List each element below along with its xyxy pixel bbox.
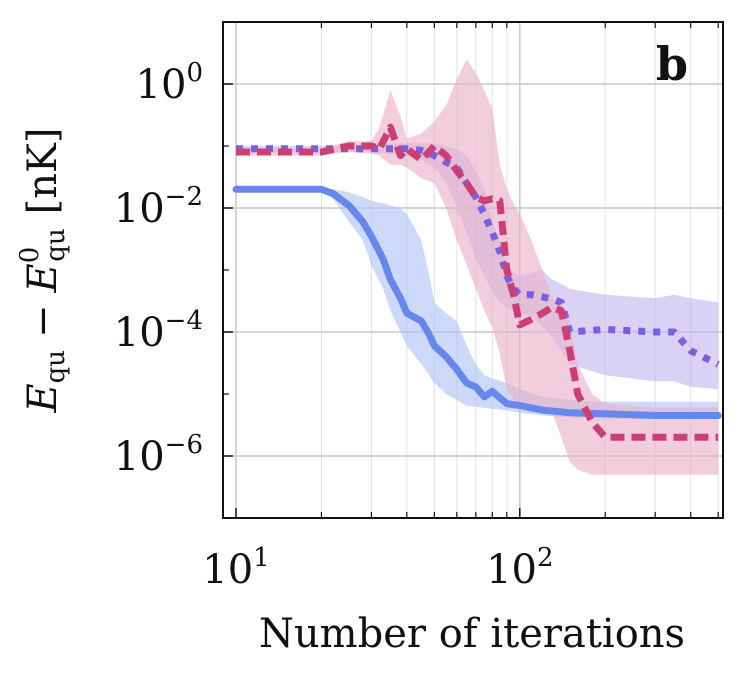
y-title-unit: [nK] bbox=[20, 127, 66, 214]
y-title-ref-sup: 0 bbox=[15, 247, 45, 264]
y-tick-exp: −4 bbox=[165, 306, 203, 336]
x-tick-base: 10 bbox=[202, 547, 253, 593]
series-lines bbox=[232, 123, 722, 441]
y-tick-label: 100 bbox=[136, 58, 203, 108]
y-title-ref: E bbox=[20, 263, 66, 293]
y-title-var: E bbox=[20, 383, 66, 413]
y-tick-base: 10 bbox=[136, 62, 187, 108]
y-tick-base: 10 bbox=[114, 310, 165, 356]
band-crimson-dashed bbox=[236, 59, 719, 475]
y-tick-label: 10−2 bbox=[114, 182, 203, 232]
series-line-blue-solid bbox=[232, 185, 722, 419]
y-title-ref-sub: qu bbox=[41, 228, 71, 261]
y-tick-base: 10 bbox=[114, 434, 165, 480]
y-tick-exp: −2 bbox=[165, 182, 203, 212]
series-line-crimson-dashed bbox=[236, 123, 719, 441]
panel-label: b bbox=[656, 37, 688, 91]
band-blue-solid bbox=[236, 189, 719, 419]
y-tick-label: 10−6 bbox=[114, 430, 203, 480]
y-tick-exp: −6 bbox=[165, 430, 203, 460]
y-axis-title: Equ−E0qu[nK] bbox=[15, 127, 71, 413]
x-tick-exp: 2 bbox=[537, 543, 554, 573]
x-tick-label: 101 bbox=[202, 543, 269, 593]
y-title-var-sub: qu bbox=[41, 350, 71, 383]
y-tick-exp: 0 bbox=[186, 58, 203, 88]
x-axis-title: Number of iterations bbox=[259, 611, 685, 657]
x-tick-label: 102 bbox=[486, 543, 553, 593]
x-tick-exp: 1 bbox=[253, 543, 270, 573]
y-tick-base: 10 bbox=[114, 186, 165, 232]
y-tick-label: 10−4 bbox=[114, 306, 203, 356]
x-tick-base: 10 bbox=[486, 547, 537, 593]
y-title-minus: − bbox=[20, 304, 66, 338]
